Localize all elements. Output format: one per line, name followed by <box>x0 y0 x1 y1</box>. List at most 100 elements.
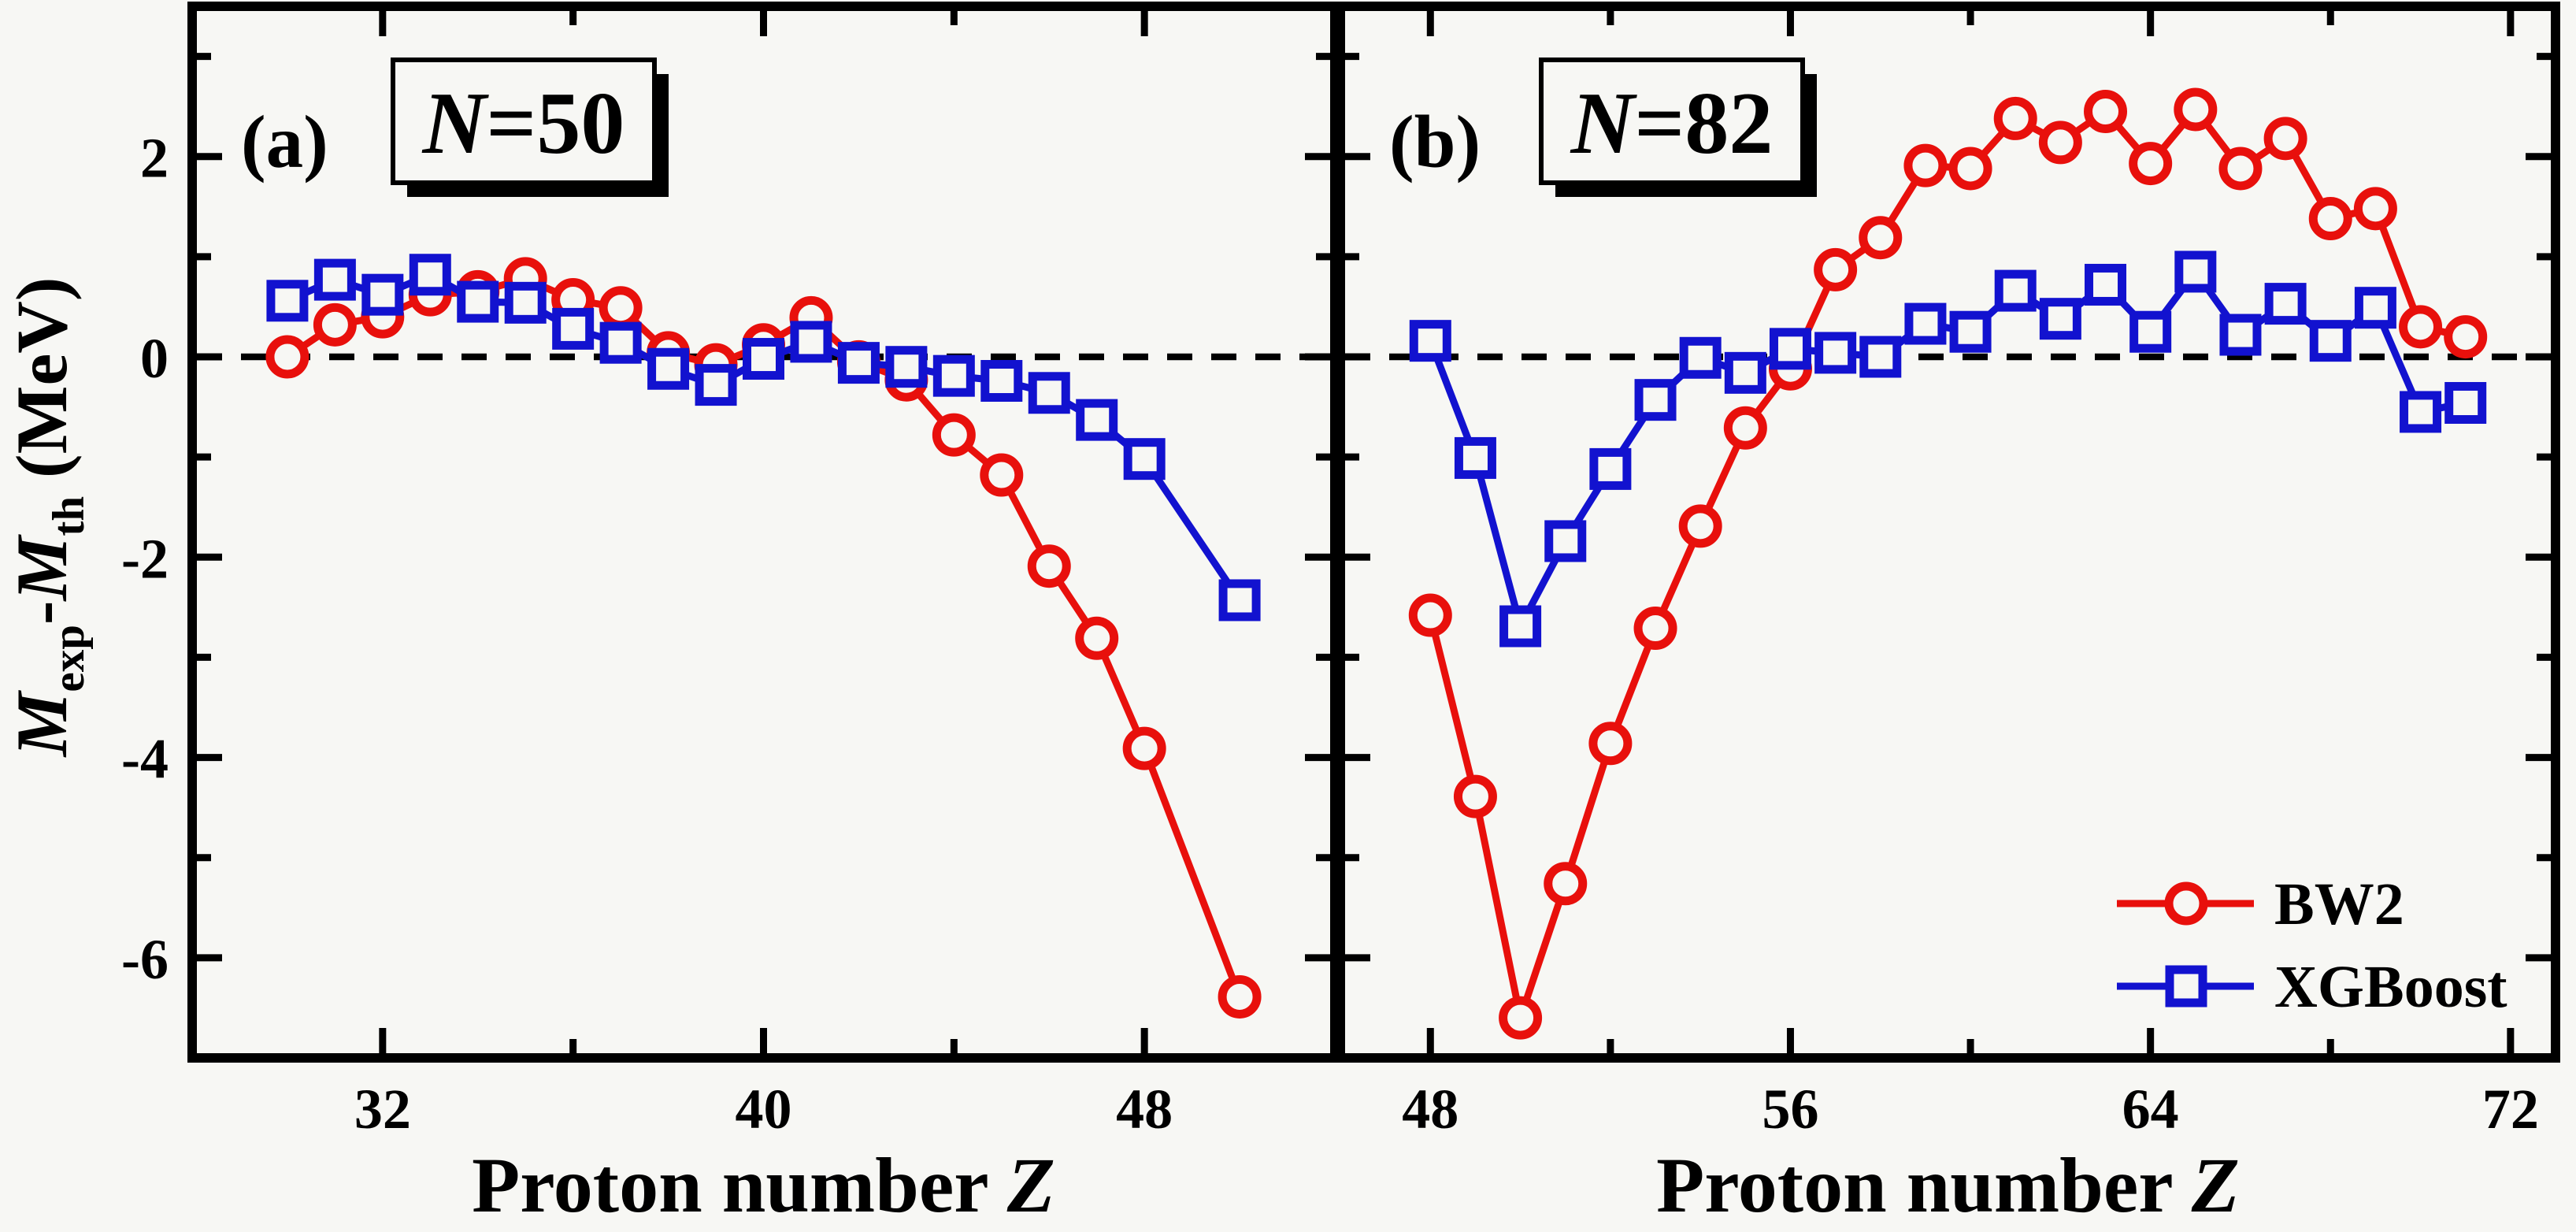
circle-marker <box>2353 187 2397 231</box>
circle-marker <box>2174 87 2218 132</box>
annotation-box <box>1539 58 1805 185</box>
x-tick-label: 56 <box>1762 1078 1818 1141</box>
panel-letter: (b) <box>1389 100 1481 184</box>
panel-letter: (a) <box>241 100 328 184</box>
circle-marker <box>1859 216 1903 260</box>
square-marker <box>1724 351 1766 394</box>
square-marker <box>504 281 547 324</box>
square-marker <box>695 364 737 406</box>
square-marker <box>837 342 880 384</box>
circle-marker <box>1903 143 1948 187</box>
square-marker <box>266 280 309 322</box>
annotation-text: N=50 <box>421 75 625 173</box>
x-tick-label: 48 <box>1402 1078 1458 1141</box>
square-marker <box>2174 250 2217 293</box>
y-title-sub-th: th <box>44 496 94 536</box>
square-marker <box>409 254 451 296</box>
circle-marker <box>2444 315 2488 359</box>
y-title-M-th: M <box>2 533 82 602</box>
square-marker <box>980 360 1023 403</box>
annotation-value: =50 <box>487 75 625 173</box>
square-marker <box>457 280 499 323</box>
x-tick-label: 32 <box>354 1078 411 1141</box>
square-marker <box>932 354 975 397</box>
square-marker <box>647 347 690 390</box>
square-marker <box>1769 328 1811 370</box>
y-tick-label: -6 <box>121 928 169 991</box>
y-title-M-exp: M <box>2 689 82 758</box>
circle-marker <box>1678 504 1722 548</box>
circle-marker <box>1993 96 2037 140</box>
square-marker <box>790 321 832 363</box>
circle-marker <box>2218 147 2263 191</box>
square-marker <box>552 307 595 350</box>
square-marker <box>1123 438 1166 481</box>
square-marker <box>1679 336 1722 379</box>
square-marker <box>1814 332 1857 374</box>
circle-marker <box>1453 774 1497 818</box>
plot-area-group: BW2 XGBoost <box>187 2 2560 1063</box>
y-tick-label: 2 <box>140 127 169 190</box>
circle-marker <box>1122 726 1166 770</box>
circle-marker <box>1027 544 1071 588</box>
circle-marker <box>1544 862 1588 906</box>
square-marker <box>1076 399 1118 441</box>
y-title-sub-exp: exp <box>44 625 94 692</box>
circle-marker <box>1948 147 1992 191</box>
legend-label: BW2 <box>2274 871 2404 937</box>
y-axis-title: Mexp-Mth (MeV) <box>2 277 94 759</box>
square-marker <box>2219 314 2262 356</box>
circle-marker <box>1723 406 1767 450</box>
annotation-value: =82 <box>1635 75 1774 173</box>
y-title-units: (MeV) <box>2 277 82 496</box>
square-marker <box>2129 310 2172 353</box>
square-marker <box>1499 605 1542 648</box>
circle-marker <box>599 286 643 330</box>
panel-frame <box>187 2 1340 1063</box>
y-tick-label: 0 <box>140 327 169 390</box>
panel-b <box>1336 2 2560 1063</box>
x-axis-title-variable: Z <box>2191 1141 2240 1229</box>
square-marker <box>1904 302 1947 345</box>
square-marker <box>1218 579 1261 622</box>
x-axis-title-variable: Z <box>1006 1141 1055 1229</box>
square-marker <box>1859 336 1902 378</box>
x-tick-label: 48 <box>1116 1078 1173 1141</box>
circle-marker <box>1218 974 1262 1019</box>
x-tick-label: 64 <box>2122 1078 2179 1141</box>
square-marker <box>2309 320 2352 362</box>
circle-marker <box>265 335 309 379</box>
circle-marker <box>2399 305 2443 349</box>
panel-frame <box>1336 2 2560 1063</box>
y-tick-label: -4 <box>121 728 169 791</box>
square-marker <box>2444 381 2487 424</box>
x-tick-label: 40 <box>736 1078 792 1141</box>
circle-marker <box>1499 996 1543 1040</box>
circle-marker <box>1408 593 1452 637</box>
circle-marker <box>1633 607 1677 651</box>
x-axis-title: Proton number Z <box>1656 1141 2240 1229</box>
circle-marker <box>1075 616 1119 660</box>
series-xgboost-b <box>1409 250 2487 648</box>
circle-marker <box>2263 117 2307 161</box>
x-axis-title-text: Proton number <box>472 1141 1007 1229</box>
series-xgboost-a <box>266 254 1261 622</box>
circle-marker <box>2129 142 2173 186</box>
legend-label: XGBoost <box>2274 954 2507 1020</box>
circle-marker <box>932 413 976 457</box>
square-marker <box>2264 283 2307 325</box>
square-marker <box>885 346 928 388</box>
square-marker <box>599 321 642 364</box>
circle-marker <box>1588 722 1633 766</box>
square-marker <box>1589 447 1632 490</box>
circle-marker <box>2038 121 2082 165</box>
square-marker <box>1028 372 1070 414</box>
square-marker <box>361 273 404 316</box>
annotation-box <box>391 58 657 185</box>
square-marker <box>1994 269 2037 312</box>
square-marker <box>1544 520 1587 562</box>
legend-item-xgboost: XGBoost <box>2117 954 2507 1020</box>
x-tick-label: 72 <box>2482 1078 2539 1141</box>
